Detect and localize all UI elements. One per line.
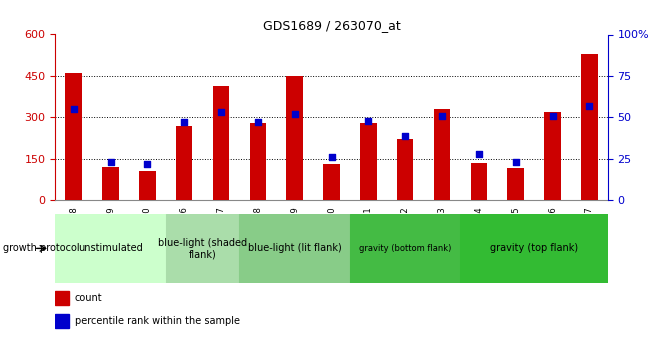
Point xyxy=(474,151,484,157)
Bar xyxy=(460,214,608,283)
Bar xyxy=(239,214,350,283)
Bar xyxy=(350,214,460,283)
Point xyxy=(179,119,189,125)
Bar xyxy=(544,112,561,200)
Point xyxy=(547,113,558,118)
Bar xyxy=(287,76,303,200)
Text: percentile rank within the sample: percentile rank within the sample xyxy=(75,316,240,326)
Bar xyxy=(434,109,450,200)
Bar xyxy=(55,291,69,305)
Point xyxy=(68,106,79,112)
Bar xyxy=(360,123,376,200)
Text: blue-light (shaded
flank): blue-light (shaded flank) xyxy=(158,238,247,259)
Bar xyxy=(323,164,340,200)
Point xyxy=(363,118,374,124)
Text: gravity (bottom flank): gravity (bottom flank) xyxy=(359,244,451,253)
Bar xyxy=(55,314,69,328)
Point xyxy=(289,111,300,117)
Bar xyxy=(102,167,119,200)
Text: growth protocol: growth protocol xyxy=(3,244,80,253)
Bar xyxy=(581,54,597,200)
Title: GDS1689 / 263070_at: GDS1689 / 263070_at xyxy=(263,19,400,32)
Text: blue-light (lit flank): blue-light (lit flank) xyxy=(248,244,341,253)
Point xyxy=(326,154,337,160)
Text: gravity (top flank): gravity (top flank) xyxy=(490,244,578,253)
Bar xyxy=(176,126,192,200)
Point xyxy=(253,119,263,125)
Bar xyxy=(250,123,266,200)
Bar xyxy=(508,168,524,200)
Point xyxy=(584,103,595,108)
Bar xyxy=(66,73,82,200)
Point xyxy=(142,161,153,166)
Bar xyxy=(166,214,239,283)
Point xyxy=(437,113,447,118)
Bar xyxy=(397,139,413,200)
Point xyxy=(400,133,410,138)
Text: count: count xyxy=(75,293,102,303)
Text: unstimulated: unstimulated xyxy=(78,244,143,253)
Bar xyxy=(139,171,155,200)
Point xyxy=(216,110,226,115)
Point xyxy=(105,159,116,165)
Bar xyxy=(471,163,487,200)
Bar xyxy=(55,214,166,283)
Bar xyxy=(213,86,229,200)
Point xyxy=(510,159,521,165)
